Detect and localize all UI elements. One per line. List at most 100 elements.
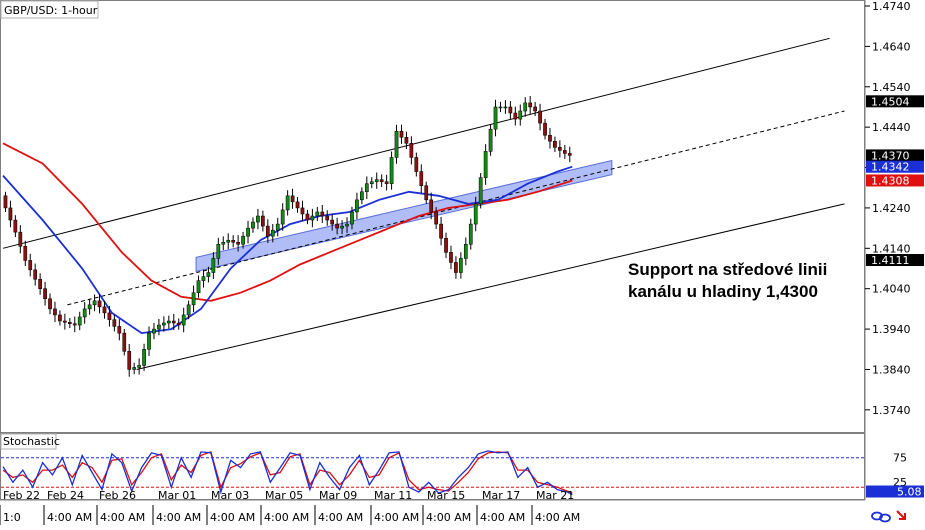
candle-body: [360, 191, 364, 201]
candle-body: [399, 130, 404, 138]
candle-body: [389, 157, 394, 184]
candle-body: [335, 223, 339, 229]
candle-body: [285, 195, 290, 211]
y-tick-label: 1.4140: [872, 242, 911, 255]
fast-moving-average: [2, 165, 573, 335]
y-tick-label: 1.4240: [872, 202, 911, 215]
candle-body: [171, 320, 176, 324]
stochastic-current-label: 5.08: [897, 486, 922, 499]
candle-body: [132, 367, 137, 370]
support-annotation: Support na středové linii kanálu u hladi…: [628, 260, 828, 301]
price-marker: [866, 254, 924, 267]
candle-body: [280, 209, 285, 225]
candle-body: [92, 300, 97, 306]
candle-body: [429, 199, 434, 213]
candle-body: [152, 328, 156, 334]
x-time-label: 4:00 AM: [264, 511, 309, 524]
candle-body: [548, 134, 552, 142]
candle-body: [231, 239, 236, 243]
candle-body: [216, 244, 221, 259]
candle-body: [295, 201, 300, 209]
candle-body: [518, 110, 523, 120]
candle-body: [191, 292, 196, 306]
candle-body: [3, 195, 8, 209]
y-tick-label: 1.4740: [872, 0, 911, 13]
channel-lower-line: [136, 203, 845, 370]
candle-body: [246, 227, 250, 237]
x-time-label: 4:00 AM: [374, 511, 419, 524]
x-time-label: 4:00 AM: [480, 511, 525, 524]
x-date-label: Mar 15: [427, 489, 465, 502]
candle-body: [201, 276, 206, 281]
candle-body: [394, 130, 399, 158]
candle-body: [454, 262, 458, 273]
y-tick-label: 1.4540: [872, 81, 911, 94]
candle-body: [13, 219, 18, 233]
candle-body: [503, 106, 508, 109]
candle-body: [320, 211, 325, 217]
candle-body: [468, 223, 473, 245]
candle-body: [459, 258, 463, 273]
candle-body: [523, 102, 528, 112]
price-marker-label: 1.4370: [871, 149, 910, 162]
candle-body: [379, 179, 384, 182]
candle-body: [478, 177, 483, 205]
candle-body: [528, 102, 533, 108]
candle-body: [256, 215, 260, 223]
y-tick-label: 1.3840: [872, 363, 911, 376]
x-date-label: Feb 26: [99, 489, 136, 502]
y-tick-label: 1.4040: [872, 283, 911, 296]
price-marker-label: 1.4308: [871, 174, 910, 187]
candle-body: [82, 308, 87, 318]
price-marker: [866, 95, 924, 108]
candle-body: [498, 106, 503, 109]
stochastic-k-line: [2, 450, 573, 496]
candle-body: [473, 203, 478, 225]
candle-body: [513, 112, 518, 120]
main-chart-title: GBP/USD: 1-hour: [4, 4, 98, 17]
x-date-label: Mar 21: [536, 489, 574, 502]
candle-body: [72, 323, 77, 326]
candle-body: [538, 110, 542, 124]
candle-body: [181, 314, 186, 326]
candle-body: [275, 223, 280, 231]
y-tick-label: 1.4640: [872, 40, 911, 53]
candle-body: [77, 316, 82, 326]
link-icon[interactable]: [871, 511, 891, 523]
x-date-label: Mar 09: [319, 489, 357, 502]
candle-body: [33, 269, 38, 280]
candle-body: [226, 239, 231, 243]
x-time-label: 4:00 AM: [535, 511, 580, 524]
support-zone: [195, 159, 613, 273]
candle-body: [419, 171, 424, 186]
candle-body: [186, 304, 191, 316]
candle-body: [444, 237, 448, 253]
candle-body: [157, 324, 161, 330]
candle-body: [315, 211, 320, 217]
main-title-box: [0, 0, 99, 19]
candle-body: [137, 365, 141, 368]
stochastic-tick-label: 25: [893, 476, 907, 489]
price-marker-label: 1.4111: [871, 254, 910, 267]
candle-body: [330, 219, 335, 225]
candle-body: [102, 306, 107, 314]
candle-body: [112, 319, 117, 327]
y-tick-label: 1.3940: [872, 323, 911, 336]
x-date-label: Mar 17: [482, 489, 520, 502]
candle-body: [374, 179, 379, 182]
candle-body: [211, 258, 216, 273]
candle-body: [562, 150, 567, 154]
candle-body: [463, 244, 468, 259]
candle-body: [325, 215, 330, 221]
x-date-label: Feb 24: [47, 489, 84, 502]
candle-body: [206, 272, 211, 277]
channel-middle-line: [67, 110, 845, 306]
slow-moving-average: [2, 142, 573, 302]
candle-body: [122, 332, 127, 352]
arrow-icon[interactable]: [896, 510, 906, 520]
candle-body: [270, 229, 275, 237]
candle-body: [434, 211, 438, 225]
candle-body: [290, 195, 295, 203]
y-tick-label: 1.3740: [872, 404, 911, 417]
